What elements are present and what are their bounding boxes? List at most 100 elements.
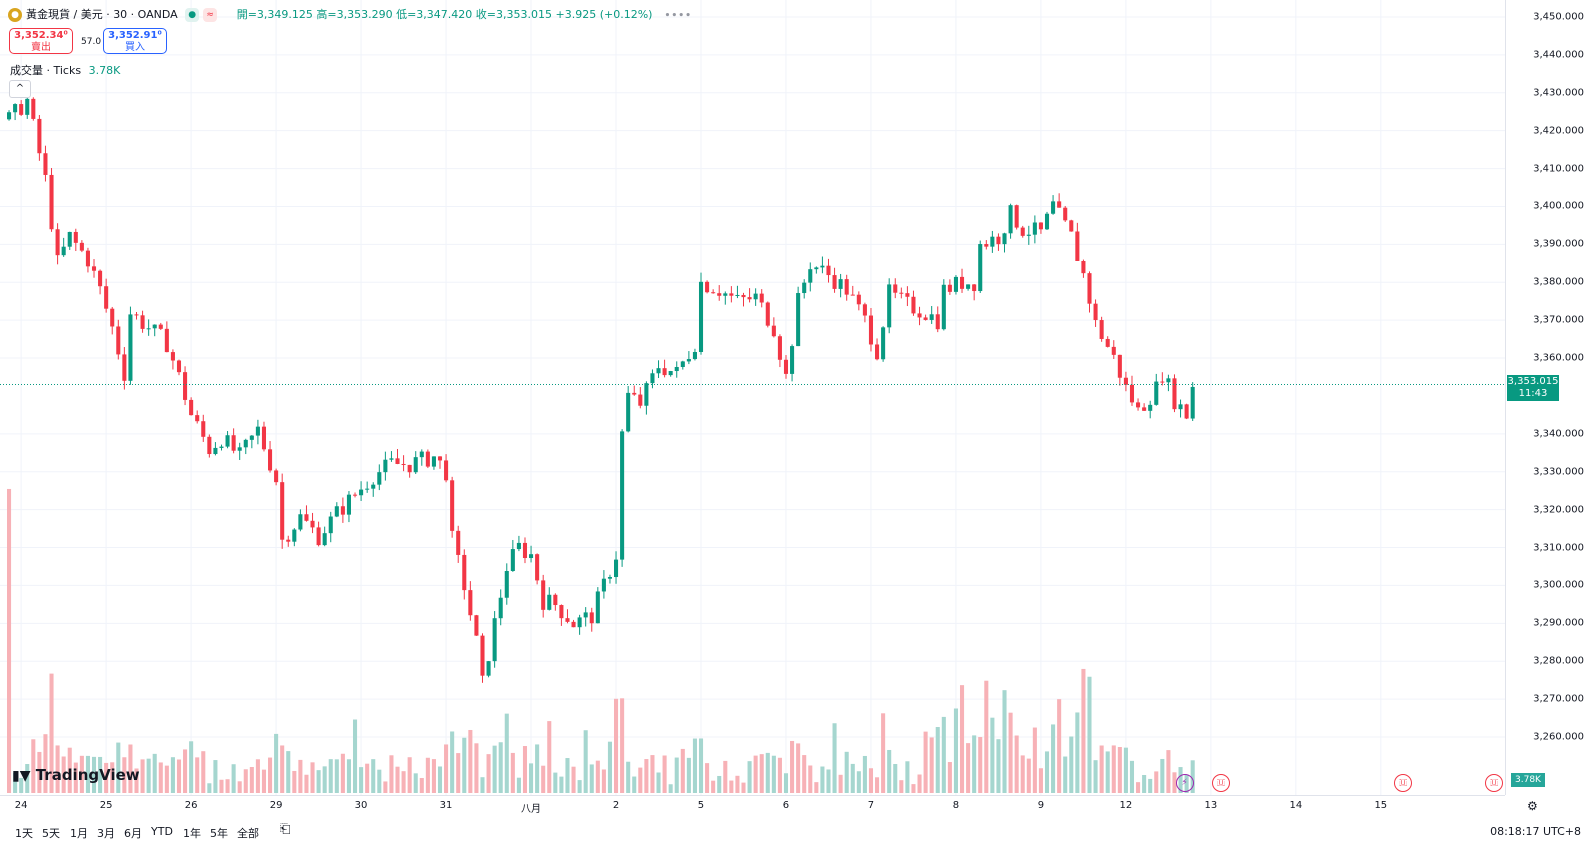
candle-body (328, 516, 333, 534)
volume-bar (304, 774, 309, 793)
volume-bar (741, 782, 746, 793)
collapse-chevron-icon[interactable]: ^ (9, 80, 31, 98)
volume-bar (170, 757, 175, 793)
candle-body (1111, 346, 1116, 355)
volume-bar (1044, 751, 1050, 793)
volume-bar (911, 784, 916, 793)
candle-body (541, 580, 546, 610)
candle-body (674, 366, 679, 372)
candle-body (1129, 384, 1135, 403)
goto-date-icon[interactable]: ⎗ (280, 822, 291, 837)
candle-body (753, 293, 758, 300)
volume-bar (19, 777, 24, 793)
candle-body (1038, 222, 1043, 230)
us-flag-icon[interactable]: 🇺 (1394, 774, 1413, 792)
volume-bar (1069, 736, 1074, 793)
candle-body (37, 118, 42, 154)
candle-body (559, 605, 564, 619)
range-1d[interactable]: 1天 (15, 827, 33, 840)
buy-button[interactable]: 3,352.91⁰ 買入 (103, 28, 167, 54)
candle-body (219, 446, 224, 448)
volume-bar (814, 782, 819, 793)
candle-body (261, 426, 267, 450)
candle-body (7, 112, 12, 120)
volume-legend-label[interactable]: 成交量 · Ticks (10, 64, 82, 77)
candle-body (292, 529, 297, 542)
market-status-icon[interactable]: ● (185, 8, 200, 22)
volume-bar (249, 766, 254, 793)
candle-body (589, 612, 594, 624)
candle-body (189, 399, 194, 416)
volume-bar (844, 751, 849, 793)
approx-badge[interactable]: ≈ (203, 8, 218, 22)
volume-bar (1117, 747, 1122, 793)
clock[interactable]: 08:18:17 UTC+8 (1490, 825, 1581, 838)
candle-body (838, 279, 843, 289)
volume-bar (698, 738, 704, 793)
candle-body (19, 104, 24, 115)
volume-bar (953, 708, 958, 793)
candle-body (504, 571, 509, 598)
lightning-icon[interactable]: ⚡ (1175, 774, 1194, 792)
candle-body (304, 514, 309, 521)
range-all[interactable]: 全部 (237, 827, 259, 840)
candle-body (310, 520, 315, 528)
range-1m[interactable]: 1月 (70, 827, 88, 840)
range-3m[interactable]: 3月 (97, 827, 115, 840)
sell-button[interactable]: 3,352.34⁰ 賣出 (9, 28, 73, 54)
range-ytd[interactable]: YTD (151, 825, 173, 838)
candle-body (450, 480, 455, 531)
volume-bar (280, 745, 285, 793)
candlestick-chart[interactable] (0, 0, 1505, 795)
candle-body (680, 361, 685, 367)
range-5d[interactable]: 5天 (42, 827, 60, 840)
us-flag-icon[interactable]: 🇺 (1485, 774, 1504, 792)
volume-bar (856, 771, 861, 793)
candle-body (802, 282, 807, 294)
candle-body (510, 549, 515, 572)
price-axis[interactable]: 3,450.000 3,440.000 3,430.000 3,420.000 3,41… (1505, 0, 1589, 795)
ohlc-values: 開=3,349.125 高=3,353.290 低=3,347.420 收=3,… (236, 8, 653, 21)
candle-body (626, 392, 631, 432)
time-axis[interactable]: 24 25 26 29 30 31 八月 2 5 6 7 8 9 12 13 14 15 (0, 795, 1505, 818)
volume-legend: 成交量 · Ticks 3.78K (10, 62, 120, 78)
volume-bar (1190, 760, 1195, 793)
price-tick-label: 3,320.000 (1533, 504, 1584, 516)
candle-body (984, 244, 989, 247)
candle-body (917, 313, 922, 318)
candle-body (1154, 381, 1159, 405)
candle-body (249, 435, 254, 440)
range-1y[interactable]: 1年 (183, 827, 201, 840)
candle-body (79, 242, 84, 251)
volume-bar (1051, 724, 1056, 793)
volume-bar (237, 781, 242, 793)
range-6m[interactable]: 6月 (124, 827, 142, 840)
us-flag-icon[interactable]: 🇺 (1212, 774, 1230, 792)
candle-body (395, 458, 400, 464)
volume-bar (1154, 771, 1159, 793)
candle-body (1178, 404, 1183, 410)
candle-body (1142, 407, 1147, 411)
candle-body (881, 327, 886, 360)
volume-bar (474, 743, 479, 793)
candle-body (225, 435, 230, 447)
candle-body (614, 559, 619, 578)
candle-body (978, 244, 983, 292)
volume-bar (468, 729, 473, 793)
candle-body (777, 336, 782, 360)
volume-bar (626, 761, 631, 793)
axis-settings-icon[interactable]: ⚙ (1527, 799, 1538, 813)
volume-bar (1057, 699, 1062, 793)
range-5y[interactable]: 5年 (210, 827, 228, 840)
candle-body (98, 270, 103, 287)
more-options-icon[interactable]: ∙∙∙∙ (663, 8, 692, 21)
candle-body (401, 463, 406, 465)
volume-bar (595, 760, 600, 793)
volume-bar (352, 719, 358, 793)
volume-bar (37, 751, 42, 793)
volume-bar (893, 763, 898, 793)
symbol-title[interactable]: 黃金現貨 / 美元 · 30 · OANDA (26, 8, 178, 21)
chart-plot-area[interactable] (0, 0, 1505, 795)
volume-bar (1014, 735, 1019, 793)
volume-bar (134, 768, 139, 793)
